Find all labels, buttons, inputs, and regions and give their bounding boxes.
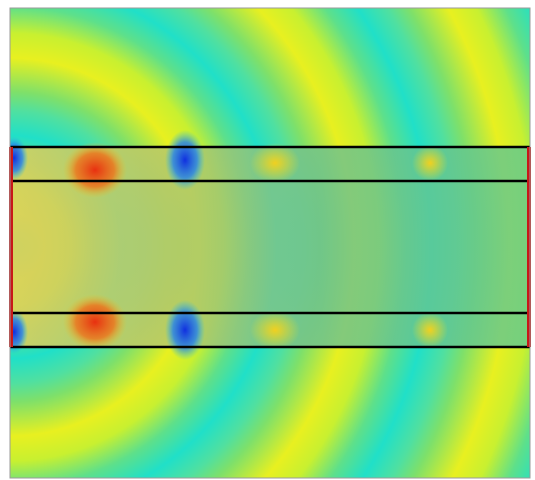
field-plot [0,0,535,480]
cold-spot [165,300,205,360]
page [0,0,535,480]
warm-spot [412,312,448,348]
cold-spot [0,136,28,180]
hot-spot [63,142,127,198]
hot-spot [63,294,127,350]
warm-spot [412,145,448,181]
warm-spot [250,143,300,183]
plot-area [0,8,530,478]
warm-spot [250,310,300,350]
